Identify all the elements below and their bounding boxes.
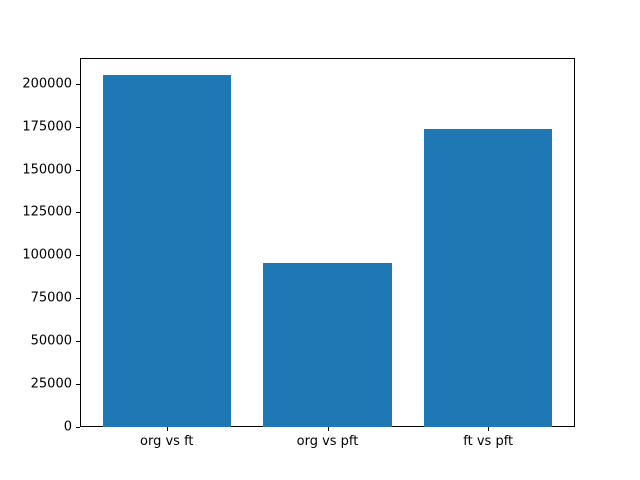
- y-tick-mark: [76, 170, 80, 171]
- y-tick-label: 100000: [22, 247, 72, 263]
- bar-ft-vs-pft: [423, 129, 553, 427]
- x-tick-mark: [488, 427, 489, 431]
- x-tick-label: org vs ft: [140, 434, 194, 449]
- bar-org-vs-ft: [102, 75, 232, 427]
- y-tick-mark: [76, 298, 80, 299]
- y-tick-mark: [76, 341, 80, 342]
- x-tick-label: org vs pft: [296, 434, 359, 449]
- y-tick-label: 0: [63, 419, 72, 435]
- y-tick-label: 125000: [22, 204, 72, 220]
- y-tick-label: 25000: [30, 376, 72, 392]
- y-tick-label: 75000: [30, 290, 72, 306]
- x-tick-mark: [167, 427, 168, 431]
- y-tick-label: 150000: [22, 162, 72, 178]
- bar-org-vs-pft: [263, 263, 392, 427]
- y-tick-label: 175000: [22, 119, 72, 135]
- y-tick-mark: [76, 127, 80, 128]
- y-tick-label: 200000: [22, 76, 72, 92]
- y-tick-label: 50000: [30, 333, 72, 349]
- y-tick-mark: [76, 84, 80, 85]
- y-tick-mark: [76, 212, 80, 213]
- y-tick-mark: [76, 427, 80, 428]
- y-tick-mark: [76, 255, 80, 256]
- x-tick-label: ft vs pft: [463, 434, 514, 449]
- x-tick-mark: [328, 427, 329, 431]
- plot-area: [80, 58, 575, 427]
- y-tick-mark: [76, 384, 80, 385]
